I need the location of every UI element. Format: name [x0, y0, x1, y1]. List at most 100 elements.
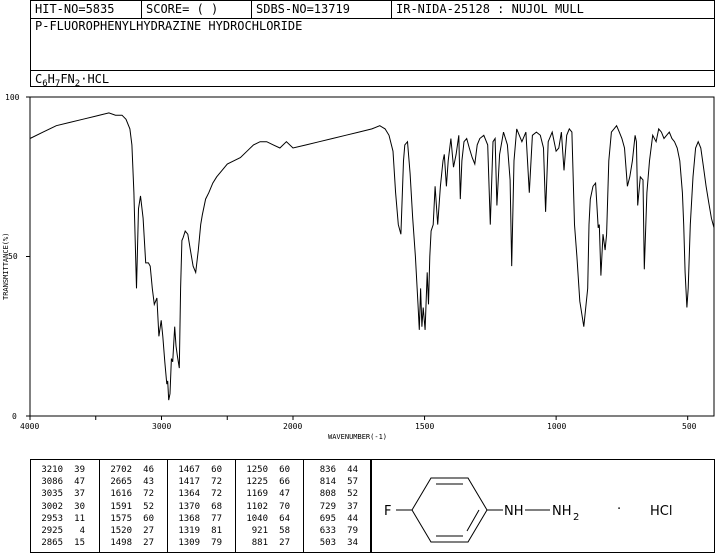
peak-wavenumber: 3210 [41, 465, 63, 475]
peak-transmittance: 37 [347, 501, 358, 512]
peak-row: 1225 66 [236, 476, 303, 488]
nh2-label: NH [552, 504, 572, 519]
peak-row: 1319 81 [168, 525, 235, 537]
peak-wavenumber: 1309 [178, 538, 200, 549]
peak-transmittance: 77 [211, 513, 222, 524]
peak-row: 1498 27 [100, 537, 167, 549]
peak-row: 808 52 [304, 488, 370, 500]
peak-wavenumber: 1364 [178, 489, 200, 500]
x-tick-label-3000: 3000 [152, 422, 171, 431]
peak-transmittance: 72 [211, 477, 222, 488]
peak-row: 1309 79 [168, 537, 235, 549]
peak-wavenumber: 921 [251, 525, 268, 536]
score: SCORE= ( ) [141, 1, 251, 18]
benzene-ring [411, 477, 488, 543]
peak-row: 1467 60 [168, 464, 235, 476]
peak-wavenumber: 1467 [178, 465, 200, 475]
peak-transmittance: 37 [74, 489, 85, 500]
peak-transmittance: 44 [347, 513, 358, 524]
peak-row: 1368 77 [168, 513, 235, 525]
peak-row: 814 57 [304, 476, 370, 488]
structure-panel: F NH NH 2 · HCl [371, 459, 715, 553]
peak-row: 1370 68 [168, 501, 235, 513]
peak-wavenumber: 808 [319, 489, 336, 500]
hcl-label: HCl [650, 504, 672, 519]
peak-transmittance: 47 [74, 477, 85, 488]
peak-wavenumber: 3002 [41, 501, 63, 512]
peak-transmittance: 81 [211, 525, 222, 536]
peak-transmittance: 47 [279, 489, 290, 500]
peak-table: 3210 39 3086 47 3035 37 3002 30 2953 11 2925 4 2865 1… [30, 459, 371, 553]
peak-wavenumber: 1370 [178, 501, 200, 512]
peak-wavenumber: 1498 [110, 538, 132, 549]
plot-frame [29, 96, 715, 417]
peak-wavenumber: 2665 [110, 477, 132, 488]
peak-row: 2702 46 [100, 464, 167, 476]
peak-wavenumber: 1616 [110, 489, 132, 500]
peak-wavenumber: 1319 [178, 525, 200, 536]
peak-transmittance: 72 [211, 489, 222, 500]
peak-wavenumber: 1102 [246, 501, 268, 512]
peak-transmittance: 58 [279, 525, 290, 536]
nh-label: NH [504, 504, 524, 519]
peak-transmittance: 52 [143, 501, 154, 512]
peak-wavenumber: 2953 [41, 513, 63, 524]
peak-column: 1250 60 1225 66 1169 47 1102 70 1040 64 921 58 881 27 [235, 460, 303, 552]
peak-row: 2925 4 [31, 525, 99, 537]
peak-column: 1467 60 1417 72 1364 72 1370 68 1368 77 1319 81 1309… [167, 460, 235, 552]
peak-wavenumber: 2865 [41, 538, 63, 549]
peak-wavenumber: 3086 [41, 477, 63, 488]
peak-row: 3086 47 [31, 476, 99, 488]
peak-row: 1616 72 [100, 488, 167, 500]
peak-wavenumber: 1040 [246, 513, 268, 524]
peak-row: 881 27 [236, 537, 303, 549]
peak-wavenumber: 1225 [246, 477, 268, 488]
nh2-subscript: 2 [573, 512, 579, 523]
peak-row: 836 44 [304, 464, 370, 476]
peak-transmittance: 57 [347, 477, 358, 488]
header-panel: HIT-NO=5835 SCORE= ( ) SDBS-NO=13719 IR-… [30, 0, 715, 89]
spectrum-line [29, 112, 715, 401]
peak-row: 729 37 [304, 501, 370, 513]
ir-spectrum-chart: 100 50 0 4000 3000 2000 1500 1000 500 WA… [2, 93, 715, 441]
x-axis-label: WAVENUMBER(-1) [328, 433, 387, 441]
y-tick-label-50: 50 [8, 252, 18, 261]
peak-row: 1364 72 [168, 488, 235, 500]
peak-transmittance: 39 [74, 465, 85, 475]
peak-wavenumber: 1591 [110, 501, 132, 512]
peak-row: 1417 72 [168, 476, 235, 488]
peak-row: 1102 70 [236, 501, 303, 513]
peak-row: 1591 52 [100, 501, 167, 513]
peak-columns: 3210 39 3086 47 3035 37 3002 30 2953 11 2925 4 2865 1… [31, 460, 370, 552]
peak-column: 3210 39 3086 47 3035 37 3002 30 2953 11 2925 4 2865 1… [31, 460, 99, 552]
peak-wavenumber: 1520 [110, 525, 132, 536]
x-tick-label-2000: 2000 [283, 422, 302, 431]
axis-ticks [26, 96, 689, 420]
peak-wavenumber: 1250 [246, 465, 268, 475]
x-tick-label-1000: 1000 [547, 422, 566, 431]
peak-transmittance: 64 [279, 513, 290, 524]
peak-row: 1250 60 [236, 464, 303, 476]
peak-wavenumber: 695 [319, 513, 336, 524]
molecular-formula: C6H7FN2·HCL [35, 72, 110, 89]
peak-row: 3002 30 [31, 501, 99, 513]
ring-double-bond-3 [466, 509, 480, 532]
peak-transmittance: 27 [279, 538, 290, 549]
peak-transmittance: 11 [74, 513, 85, 524]
peak-transmittance: 60 [143, 513, 154, 524]
peak-wavenumber: 1575 [110, 513, 132, 524]
peak-wavenumber: 729 [319, 501, 336, 512]
peak-row: 2665 43 [100, 476, 167, 488]
peak-row: 1040 64 [236, 513, 303, 525]
peak-wavenumber: 2925 [41, 525, 63, 536]
peak-transmittance: 60 [211, 465, 222, 475]
peak-transmittance: 15 [74, 538, 85, 549]
peak-row: 1520 27 [100, 525, 167, 537]
peak-wavenumber: 633 [319, 525, 336, 536]
peak-transmittance: 52 [347, 489, 358, 500]
x-tick-label-4000: 4000 [20, 422, 39, 431]
peak-transmittance: 66 [279, 477, 290, 488]
peak-row: 1169 47 [236, 488, 303, 500]
peak-transmittance: 68 [211, 501, 222, 512]
peak-transmittance: 79 [347, 525, 358, 536]
